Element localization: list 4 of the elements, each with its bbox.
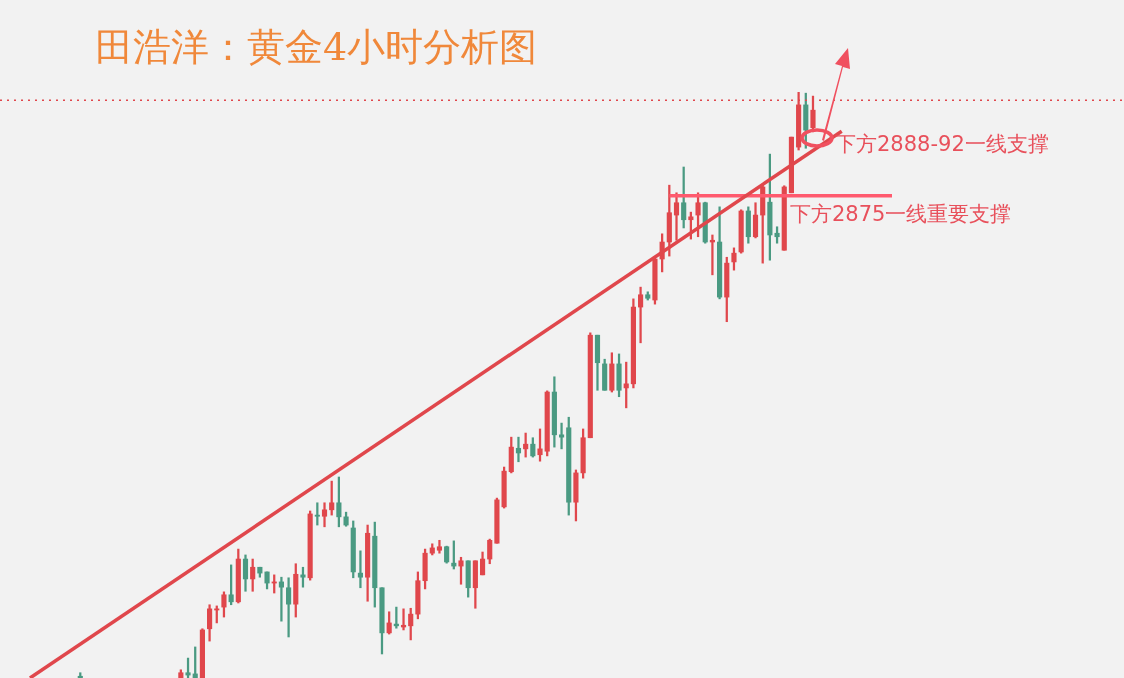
candlestick	[788, 136, 795, 194]
annotation: 下方2888-92一线支撑	[835, 131, 1049, 158]
chart-title: 田浩洋：黄金4小时分析图	[95, 24, 538, 71]
annotation: 下方2875一线重要支撑	[790, 201, 1012, 228]
